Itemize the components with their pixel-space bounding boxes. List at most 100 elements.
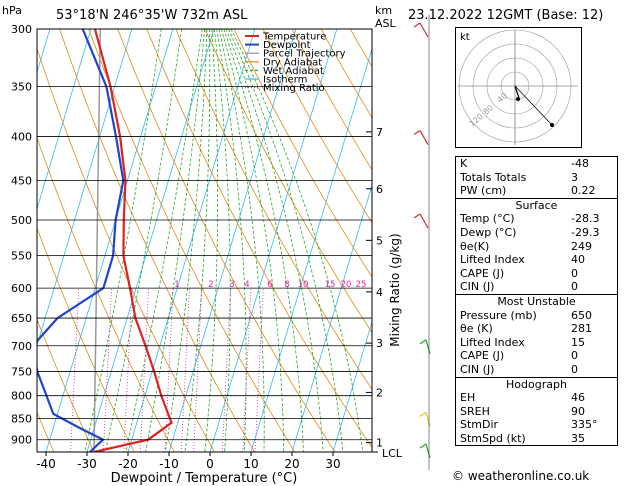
wet-adiabat-line xyxy=(216,29,247,452)
wind-barb-flag xyxy=(419,443,427,449)
index-label: CAPE (J) xyxy=(460,349,505,363)
pressure-tick-label: 800 xyxy=(11,390,32,403)
mixing-ratio-line xyxy=(103,288,112,452)
mixing-ratio-value-label: 25 xyxy=(356,280,367,290)
isotherm-line xyxy=(0,29,9,452)
index-label: θe(K) xyxy=(460,239,490,253)
pressure-tick-label: 300 xyxy=(11,23,32,36)
mixing-ratio-line xyxy=(164,288,174,452)
mixing-ratio-value-label: 8 xyxy=(284,280,289,290)
wet-adiabat-line xyxy=(213,29,231,452)
index-value: 0 xyxy=(571,280,578,294)
index-label: StmSpd (kt) xyxy=(460,431,526,445)
dry-adiabat-line xyxy=(175,29,372,390)
wind-barb-flag xyxy=(419,411,427,417)
index-value: 15 xyxy=(571,335,585,349)
km-tick-label: 5 xyxy=(376,234,383,247)
wind-barb xyxy=(419,22,429,38)
wet-adiabat-line xyxy=(218,29,265,452)
dry-adiabat-line xyxy=(233,29,372,278)
pressure-tick-label: 350 xyxy=(11,81,32,94)
isotherm-line xyxy=(291,183,372,452)
index-value: -29.3 xyxy=(571,225,600,239)
wind-barb xyxy=(419,213,429,229)
index-label: K xyxy=(460,157,468,170)
wet-adiabat-line xyxy=(125,29,203,452)
km-tick-label: 3 xyxy=(376,337,383,350)
wind-barb xyxy=(425,443,431,459)
km-tick-label: 1 xyxy=(376,437,383,450)
mixing-ratio-value-label: 6 xyxy=(267,280,272,290)
wet-adiabat-line xyxy=(104,29,183,452)
wet-adiabat-line xyxy=(84,29,162,452)
index-row: Lifted Index 40 xyxy=(456,253,617,267)
index-value: 650 xyxy=(571,308,592,322)
mixing-ratio-axis-title: Mixing Ratio (g/kg) xyxy=(388,233,402,346)
pressure-tick-label: 400 xyxy=(11,131,32,144)
mixing-ratio-line xyxy=(180,288,190,452)
datetime-title: 23.12.2022 12GMT (Base: 12) xyxy=(408,8,604,23)
index-value: 281 xyxy=(571,322,592,336)
pressure-tick-label: 550 xyxy=(11,250,32,263)
x-tick-label: 30 xyxy=(325,457,340,471)
km-tick-label: 7 xyxy=(376,126,383,139)
wet-adiabat-line xyxy=(230,29,364,452)
storm-motion-point xyxy=(550,123,554,127)
hodograph-unit: kt xyxy=(460,32,470,43)
wet-adiabat-line xyxy=(204,29,218,452)
index-label: PW (cm) xyxy=(460,184,507,198)
km-tick-label: 2 xyxy=(376,386,383,399)
index-value: 0 xyxy=(571,349,578,363)
storm-motion-vector xyxy=(514,85,553,126)
isotherm-line xyxy=(37,29,133,347)
x-axis-title: Dewpoint / Temperature (°C) xyxy=(111,471,298,486)
mixing-ratio-line xyxy=(139,288,149,452)
index-label: Lifted Index xyxy=(460,335,525,349)
dry-adiabat-line xyxy=(37,136,175,452)
pressure-tick-label: 850 xyxy=(11,412,32,425)
index-row: θe(K) 249 xyxy=(456,240,617,254)
dry-adiabat-line xyxy=(117,29,336,452)
km-tick-label: 4 xyxy=(376,286,383,299)
index-label: CIN (J) xyxy=(460,280,495,294)
isotherm-line xyxy=(37,29,92,211)
mixing-ratio-value-label: 3 xyxy=(229,280,234,290)
legend-entry: Parcel Trajectory xyxy=(263,49,346,60)
x-tick-label: 0 xyxy=(206,457,214,471)
lcl-label: LCL xyxy=(382,447,403,460)
credit-text: © weatheronline.co.uk xyxy=(452,469,590,483)
wind-barb-flag xyxy=(419,339,427,345)
wet-adiabat-line xyxy=(225,29,324,452)
legend-entry: Dewpoint xyxy=(263,40,311,51)
km-tick-label: 6 xyxy=(376,183,383,196)
pressure-tick-label: 900 xyxy=(11,434,32,447)
indices-table: K -48 Totals Totals 3 PW (cm) 0.22 Surface Te… xyxy=(455,156,618,447)
index-row: CIN (J) 0 xyxy=(456,363,617,377)
index-row: StmDir 335° xyxy=(456,418,617,432)
pressure-tick-label: 450 xyxy=(11,175,32,188)
x-tick-label: 20 xyxy=(284,457,299,471)
legend-entry: Wet Adiabat xyxy=(263,66,324,77)
index-row: CAPE (J) 0 xyxy=(456,267,617,281)
mixing-ratio-line xyxy=(242,288,252,452)
index-label: CAPE (J) xyxy=(460,266,505,280)
dry-adiabat-line xyxy=(88,29,296,452)
isotherm-line xyxy=(168,29,297,452)
wet-adiabat-line xyxy=(221,29,285,452)
wet-adiabat-line xyxy=(184,29,211,452)
isotherm-line xyxy=(332,320,372,452)
index-value: 90 xyxy=(571,404,585,418)
parcel-trajectory xyxy=(93,29,102,452)
dry-adiabat-line xyxy=(59,29,256,452)
x-tick-label: -30 xyxy=(77,457,97,471)
wet-adiabat-line xyxy=(228,29,344,452)
index-value: 335° xyxy=(571,418,598,432)
wind-barb xyxy=(425,339,431,354)
x-tick-label: -20 xyxy=(118,457,138,471)
wind-barb-flag xyxy=(413,130,421,136)
wind-barb-flag xyxy=(413,213,421,219)
dry-adiabat-line xyxy=(37,318,95,452)
asl-unit-label: ASL xyxy=(375,17,396,30)
legend-entry: Temperature xyxy=(262,32,326,43)
pressure-tick-label: 500 xyxy=(11,214,32,227)
